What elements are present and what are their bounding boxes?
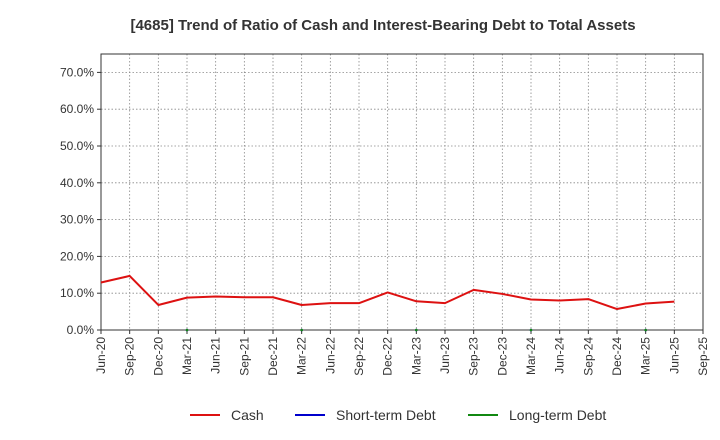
plot-frame (100, 53, 704, 331)
x-tick-label: Sep-23 (467, 337, 481, 376)
x-tick-label: Jun-21 (209, 337, 223, 374)
legend-label-cash: Cash (231, 407, 264, 423)
y-tick-label: 0.0% (67, 323, 95, 337)
legend-label-long-term-debt: Long-term Debt (509, 407, 606, 423)
data-point-long-term-debt (529, 328, 533, 332)
x-axis: Jun-20 Sep-20 Dec-20 Mar-21 Jun-21 Sep-21 Dec-… (94, 330, 710, 376)
x-tick-label: Sep-20 (123, 337, 137, 376)
x-tick-label: Jun-22 (323, 337, 337, 374)
x-tick-label: Dec-23 (495, 337, 509, 376)
y-tick-label: 10.0% (60, 286, 94, 300)
x-tick-label: Dec-21 (266, 337, 280, 376)
data-point-long-term-debt (300, 328, 303, 332)
series-line-cash (100, 274, 675, 311)
y-tick-label: 50.0% (60, 139, 94, 153)
x-tick-label: Dec-22 (381, 337, 395, 376)
data-point-long-term-debt (185, 328, 189, 332)
x-tick-label: Mar-23 (409, 337, 423, 375)
legend: Cash Short-term Debt Long-term Debt (190, 407, 606, 423)
x-tick-label: Sep-22 (352, 337, 366, 376)
x-tick-label: Jun-20 (94, 337, 108, 374)
legend-label-short-term-debt: Short-term Debt (336, 407, 436, 423)
data-point-long-term-debt (415, 328, 418, 332)
y-tick-label: 30.0% (60, 213, 94, 227)
x-tick-label: Sep-24 (581, 337, 595, 376)
y-tick-label: 60.0% (60, 102, 94, 116)
chart-title: [4685] Trend of Ratio of Cash and Intere… (130, 17, 635, 34)
x-tick-label: Mar-22 (295, 337, 309, 375)
x-tick-label: Mar-21 (180, 337, 194, 375)
x-tick-label: Jun-23 (438, 337, 452, 374)
x-tick-label: Dec-24 (610, 337, 624, 376)
y-tick-label: 70.0% (60, 65, 94, 79)
y-axis: 0.0% 10.0% 20.0% 30.0% 40.0% 50.0% 60.0% 70.0% (60, 65, 101, 337)
x-tick-label: Jun-25 (667, 337, 681, 374)
data-point-long-term-debt (644, 328, 647, 332)
x-tick-label: Dec-20 (151, 337, 165, 376)
x-tick-label: Jun-24 (553, 337, 567, 374)
grid (100, 53, 704, 331)
x-tick-label: Mar-24 (524, 337, 538, 375)
x-tick-label: Sep-21 (237, 337, 251, 376)
series-layer (100, 274, 675, 332)
x-tick-label: Mar-25 (639, 337, 653, 375)
y-tick-label: 20.0% (60, 249, 94, 263)
x-tick-label: Sep-25 (696, 337, 710, 376)
y-tick-label: 40.0% (60, 176, 94, 190)
